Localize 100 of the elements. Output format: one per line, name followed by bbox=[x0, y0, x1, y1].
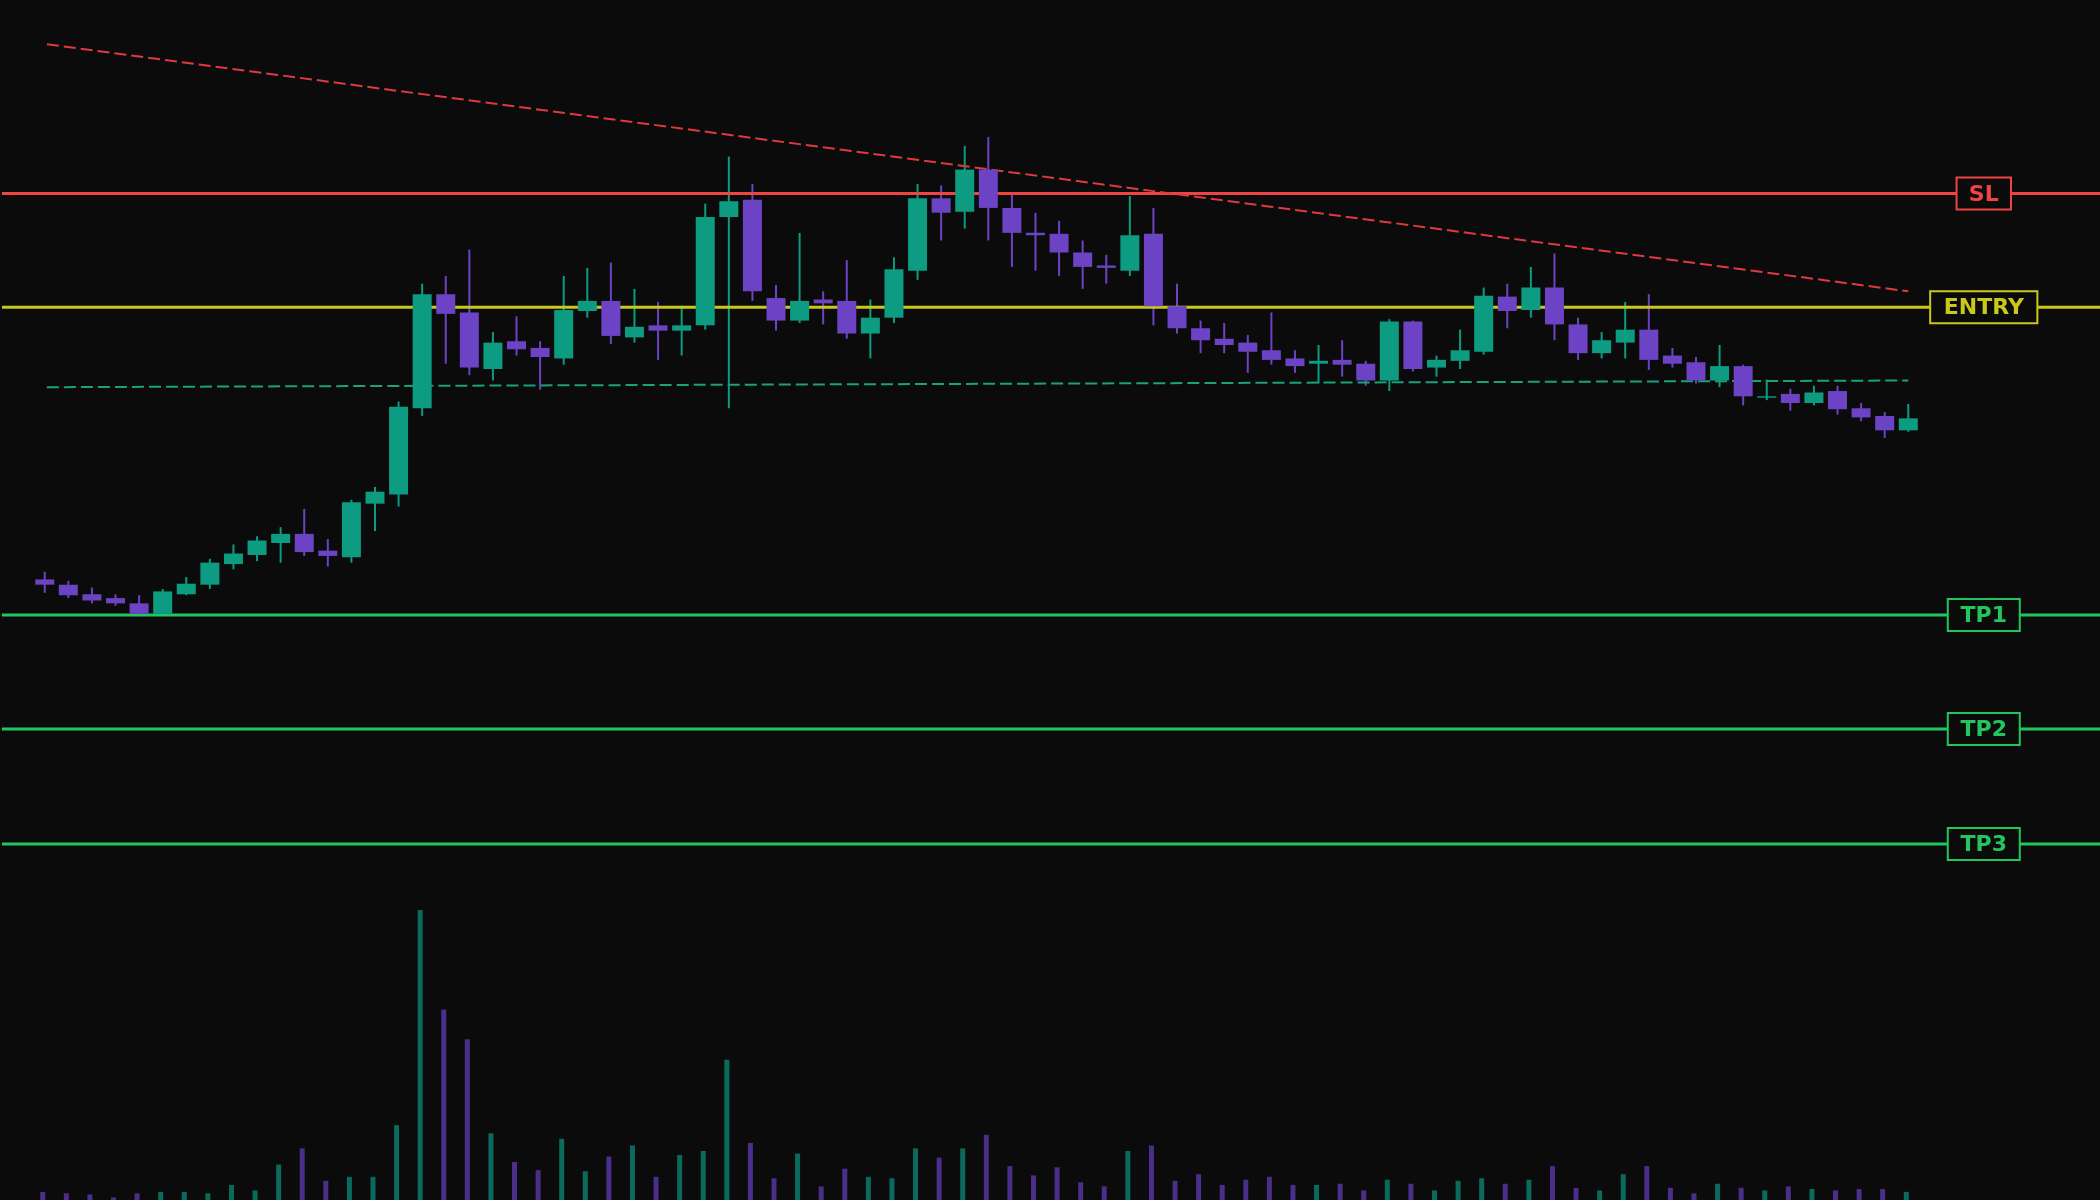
candlestick bbox=[507, 315, 527, 357]
candlestick bbox=[1780, 387, 1800, 412]
bar bbox=[653, 1176, 659, 1200]
bar bbox=[1785, 1186, 1791, 1200]
ref-line-label: TP3 bbox=[1960, 831, 2007, 856]
candlestick bbox=[436, 275, 456, 365]
candlestick bbox=[365, 485, 385, 532]
bar bbox=[818, 1186, 824, 1200]
bar bbox=[1738, 1187, 1744, 1200]
candlestick bbox=[1686, 356, 1706, 385]
candlestick bbox=[1214, 321, 1234, 355]
bar bbox=[747, 1142, 753, 1200]
candlestick bbox=[1356, 359, 1376, 387]
bar bbox=[1007, 1166, 1013, 1200]
bar bbox=[771, 1178, 777, 1200]
candlestick bbox=[1497, 282, 1517, 330]
bar bbox=[1314, 1184, 1320, 1200]
candlestick bbox=[1828, 384, 1848, 416]
bar bbox=[1054, 1167, 1060, 1200]
bar bbox=[1101, 1186, 1107, 1200]
candlestick bbox=[1073, 239, 1093, 290]
bar bbox=[394, 1125, 400, 1200]
bar bbox=[1196, 1174, 1202, 1200]
bar bbox=[441, 1009, 447, 1200]
bar bbox=[40, 1191, 46, 1200]
candlestick bbox=[719, 155, 739, 410]
bar bbox=[1549, 1166, 1555, 1200]
bar bbox=[677, 1155, 683, 1200]
bar bbox=[1762, 1190, 1768, 1200]
candlestick bbox=[200, 557, 220, 590]
bar bbox=[889, 1178, 895, 1200]
bar bbox=[936, 1157, 942, 1200]
bar bbox=[205, 1193, 211, 1200]
bar bbox=[865, 1176, 871, 1200]
bar bbox=[1620, 1174, 1626, 1200]
candlestick bbox=[1285, 349, 1305, 374]
bar bbox=[1833, 1190, 1839, 1200]
bar bbox=[276, 1164, 282, 1200]
bar bbox=[323, 1180, 329, 1200]
candlestick bbox=[1167, 282, 1187, 335]
candlestick bbox=[1049, 219, 1069, 277]
bar bbox=[1526, 1179, 1532, 1200]
bar bbox=[1125, 1150, 1131, 1200]
candlestick bbox=[790, 231, 810, 324]
bar bbox=[1856, 1188, 1862, 1200]
bar bbox=[1290, 1184, 1296, 1200]
bar bbox=[1597, 1190, 1603, 1200]
candlestick bbox=[766, 284, 786, 332]
candlestick bbox=[813, 290, 833, 326]
bar bbox=[346, 1176, 352, 1200]
candlestick bbox=[1662, 346, 1682, 369]
bar bbox=[1880, 1188, 1886, 1200]
candlestick bbox=[1592, 331, 1612, 360]
bar bbox=[1219, 1184, 1225, 1200]
candlestick bbox=[1238, 333, 1258, 374]
bar bbox=[606, 1156, 612, 1200]
bar bbox=[228, 1184, 234, 1200]
bar bbox=[370, 1176, 376, 1200]
bar bbox=[1809, 1188, 1815, 1200]
bar bbox=[629, 1145, 635, 1200]
bar bbox=[1408, 1183, 1414, 1200]
bar bbox=[842, 1168, 848, 1200]
candlestick bbox=[931, 184, 951, 242]
candlestick bbox=[1309, 344, 1329, 385]
ref-line-label: TP1 bbox=[1960, 601, 2007, 627]
bar bbox=[1030, 1175, 1036, 1200]
bar bbox=[1337, 1183, 1343, 1200]
bar bbox=[1479, 1178, 1485, 1200]
bar bbox=[417, 910, 423, 1200]
bar bbox=[913, 1148, 919, 1200]
candlestick bbox=[247, 535, 267, 563]
candlestick bbox=[1261, 311, 1281, 366]
candlestick bbox=[1521, 265, 1541, 319]
bar bbox=[181, 1191, 187, 1200]
ref-line-label: TP2 bbox=[1960, 715, 2007, 741]
candlestick bbox=[318, 538, 338, 568]
bar bbox=[535, 1170, 541, 1200]
bar bbox=[1644, 1166, 1650, 1200]
candlestick bbox=[648, 300, 668, 361]
bar bbox=[582, 1171, 588, 1200]
bar bbox=[724, 1059, 730, 1200]
candlestick bbox=[176, 576, 196, 597]
candlestick bbox=[35, 570, 55, 594]
bar bbox=[512, 1162, 518, 1200]
candlestick bbox=[1875, 411, 1895, 440]
bar bbox=[1172, 1180, 1178, 1200]
bar bbox=[960, 1148, 966, 1200]
candlestick bbox=[1450, 328, 1470, 370]
bar bbox=[559, 1138, 565, 1200]
bar bbox=[1361, 1190, 1367, 1200]
candlestick bbox=[153, 588, 173, 616]
candlestick bbox=[1191, 319, 1211, 355]
candlestick bbox=[860, 298, 880, 360]
bar bbox=[488, 1133, 494, 1200]
bar bbox=[1078, 1182, 1084, 1200]
bar bbox=[111, 1197, 117, 1200]
candlestick bbox=[1898, 402, 1918, 433]
ref-line-label: SL bbox=[1968, 180, 1999, 206]
bar bbox=[795, 1153, 801, 1200]
bar bbox=[1148, 1145, 1154, 1200]
